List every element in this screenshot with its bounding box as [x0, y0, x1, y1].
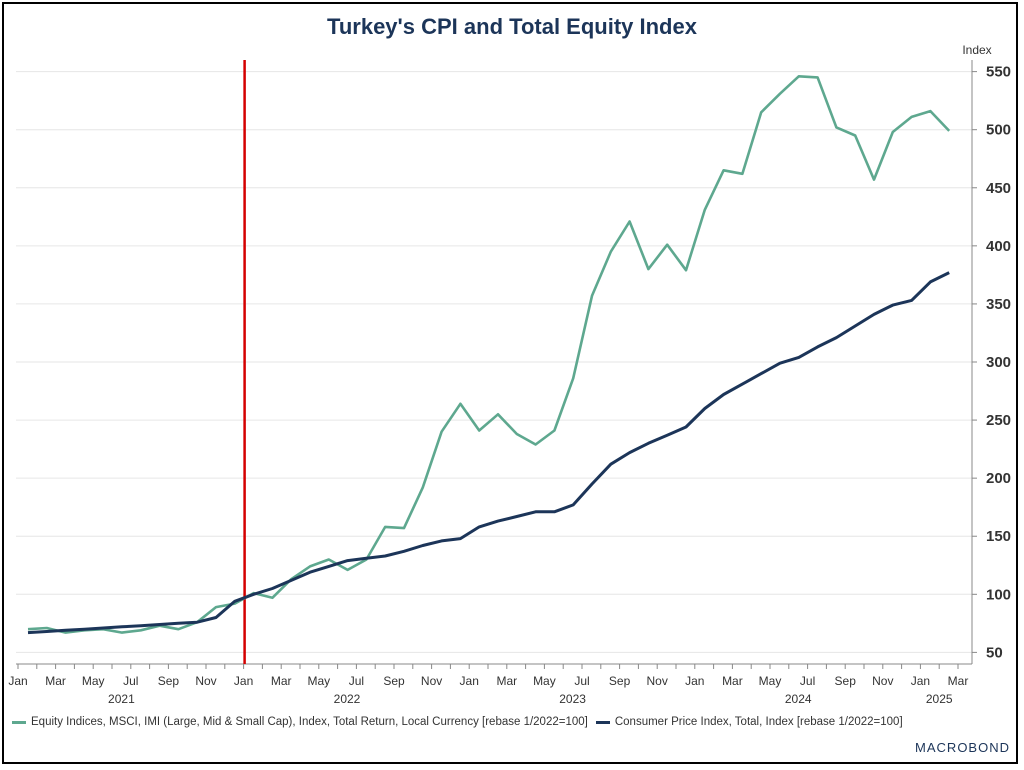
- x-tick-label: Jul: [349, 674, 364, 688]
- cpi-series-line: [27, 271, 950, 635]
- x-tick-label: Jan: [8, 674, 27, 688]
- x-tick-label: Jan: [911, 674, 930, 688]
- chart-title: Turkey's CPI and Total Equity Index: [327, 14, 697, 39]
- legend: Equity Indices, MSCI, IMI (Large, Mid & …: [12, 716, 911, 728]
- y-tick-label: 200: [986, 470, 1011, 487]
- x-tick-label: May: [82, 674, 105, 688]
- y-tick-label: 100: [986, 586, 1011, 603]
- x-year-label: 2021: [108, 692, 135, 706]
- x-tick-label: Nov: [872, 674, 893, 688]
- x-year-label: 2022: [334, 692, 361, 706]
- y-tick-label: 50: [986, 644, 1003, 661]
- y-tick-label: 400: [986, 238, 1011, 255]
- y-tick-label: 450: [986, 180, 1011, 197]
- y-tick-label: 150: [986, 528, 1011, 545]
- x-tick-label: Nov: [647, 674, 668, 688]
- x-tick-label: Mar: [496, 674, 517, 688]
- x-tick-label: Mar: [271, 674, 292, 688]
- y-axis-label: Index: [962, 43, 991, 57]
- x-tick-label: Jul: [800, 674, 815, 688]
- y-tick-label: 300: [986, 354, 1011, 371]
- x-tick-label: Sep: [835, 674, 857, 688]
- x-tick-label: Sep: [158, 674, 180, 688]
- legend-label-equity: Equity Indices, MSCI, IMI (Large, Mid & …: [31, 716, 588, 728]
- y-tick-label: 350: [986, 296, 1011, 313]
- x-tick-label: Nov: [421, 674, 442, 688]
- legend-swatch-equity: [12, 720, 26, 724]
- y-tick-label: 500: [986, 122, 1011, 139]
- x-tick-label: Mar: [948, 674, 969, 688]
- x-tick-label: Sep: [609, 674, 631, 688]
- legend-item-cpi: Consumer Price Index, Total, Index [reba…: [595, 716, 903, 728]
- x-tick-label: Jan: [234, 674, 253, 688]
- equity-series-line: [27, 75, 951, 634]
- x-year-label: 2023: [559, 692, 586, 706]
- legend-label-cpi: Consumer Price Index, Total, Index [reba…: [614, 716, 903, 728]
- x-tick-label: Jan: [685, 674, 704, 688]
- legend-item-equity: Equity Indices, MSCI, IMI (Large, Mid & …: [12, 716, 588, 728]
- legend-swatch-cpi: [595, 720, 610, 724]
- x-tick-label: May: [533, 674, 556, 688]
- x-tick-label: May: [307, 674, 330, 688]
- y-tick-label: 250: [986, 412, 1011, 429]
- x-tick-label: May: [759, 674, 782, 688]
- x-year-label: 2025: [926, 692, 953, 706]
- x-tick-label: Mar: [45, 674, 66, 688]
- x-tick-label: Jul: [574, 674, 589, 688]
- x-tick-label: Jan: [460, 674, 479, 688]
- y-tick-label: 550: [986, 64, 1011, 81]
- x-year-label: 2024: [785, 692, 812, 706]
- x-tick-label: Sep: [383, 674, 405, 688]
- x-tick-label: Jul: [123, 674, 138, 688]
- x-tick-label: Mar: [722, 674, 743, 688]
- x-tick-label: Nov: [195, 674, 216, 688]
- macrobond-logo: MACROBOND: [915, 740, 1010, 755]
